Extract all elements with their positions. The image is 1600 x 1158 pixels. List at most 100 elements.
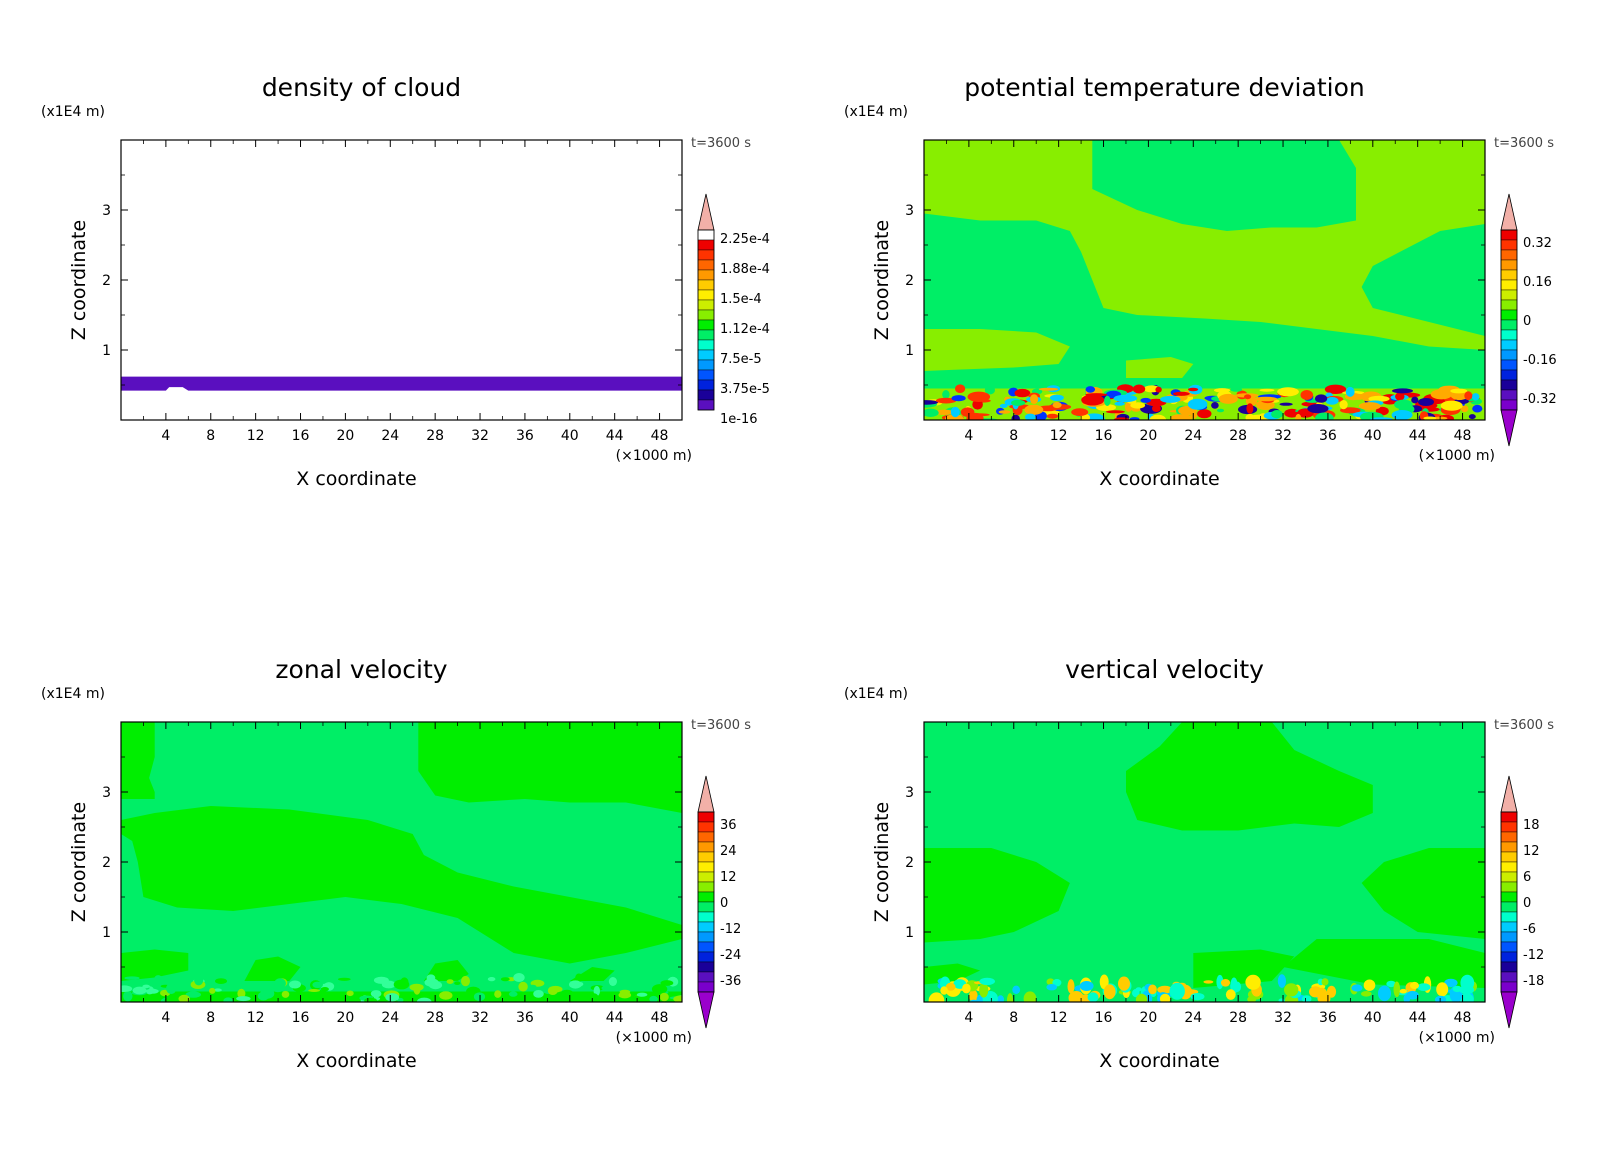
turbulence-cell xyxy=(575,973,583,982)
time-label: t=3600 s xyxy=(691,718,751,733)
turbulence-cell xyxy=(997,995,1004,1002)
colorbar-label: 1.12e-4 xyxy=(720,322,770,337)
turbulence-cell xyxy=(1067,979,1075,994)
turbulence-cell xyxy=(1295,413,1302,420)
x-tick-label: 32 xyxy=(1274,1010,1292,1026)
x-tick-label: 20 xyxy=(1139,428,1157,444)
x-tick-label: 40 xyxy=(1364,428,1382,444)
chart-title: vertical velocity xyxy=(1065,655,1264,684)
x-tick-label: 12 xyxy=(1050,428,1068,444)
turbulence-cell xyxy=(588,993,599,1002)
turbulence-cell xyxy=(1169,982,1185,1000)
turbulence-cell xyxy=(649,995,658,1002)
colorbar-label: 3.75e-5 xyxy=(720,382,770,397)
turbulence-cell xyxy=(1046,978,1055,986)
colorbar-label: 0.32 xyxy=(1523,236,1552,251)
turbulence-cell xyxy=(967,391,991,402)
x-unit-label: (×1000 m) xyxy=(616,1030,692,1046)
turbulence-cell xyxy=(1358,402,1381,411)
x-tick-label: 32 xyxy=(471,1010,489,1026)
colorbar-band xyxy=(697,389,715,401)
turbulence-cell xyxy=(1436,982,1449,997)
y-tick-label: 1 xyxy=(905,343,914,359)
x-tick-label: 36 xyxy=(1319,1010,1337,1026)
x-tick-label: 8 xyxy=(206,1010,215,1026)
turbulence-cell xyxy=(1114,401,1125,406)
turbulence-cell xyxy=(121,985,133,992)
x-tick-label: 28 xyxy=(1229,1010,1247,1026)
x-tick-label: 40 xyxy=(561,1010,579,1026)
x-tick-label: 28 xyxy=(426,1010,444,1026)
x-tick-label: 44 xyxy=(1409,1010,1427,1026)
turbulence-cell xyxy=(274,978,286,989)
contour-region-1 xyxy=(924,140,1485,350)
turbulence-cell xyxy=(1046,984,1057,991)
x-tick-label: 8 xyxy=(1009,1010,1018,1026)
turbulence-cell xyxy=(1450,388,1468,394)
turbulence-cell xyxy=(518,981,528,992)
colorbar-band xyxy=(1500,831,1518,843)
turbulence-cell xyxy=(1418,398,1434,406)
y-tick-label: 2 xyxy=(102,855,111,871)
turbulence-cell xyxy=(1399,988,1407,994)
x-axis-label: X coordinate xyxy=(1099,1050,1219,1072)
turbulence-cell xyxy=(439,991,453,1000)
turbulence-cell xyxy=(194,974,204,986)
x-tick-label: 12 xyxy=(247,428,265,444)
turbulence-cell xyxy=(1079,981,1094,991)
colorbar-label: -12 xyxy=(1523,948,1544,963)
turbulence-cell xyxy=(1386,980,1396,988)
turbulence-cell xyxy=(1173,391,1190,396)
time-label: t=3600 s xyxy=(1494,718,1554,733)
colorbar-band xyxy=(1500,339,1518,351)
turbulence-cell xyxy=(1464,391,1473,401)
colorbar-label: 0.16 xyxy=(1523,275,1552,290)
colorbar: 2.25e-4 1.88e-4 1.5e-4 1.12e-4 7.5e-5 3.75e-5… xyxy=(697,193,770,427)
plot-area xyxy=(121,140,682,420)
turbulence-cell xyxy=(651,984,668,995)
turbulence-cell xyxy=(385,993,400,1002)
turbulence-cell xyxy=(1220,979,1231,987)
y-tick-label: 3 xyxy=(905,785,914,801)
turbulence-cell xyxy=(461,975,470,987)
turbulence-cell xyxy=(942,390,950,399)
turbulence-cell xyxy=(1188,387,1199,392)
turbulence-cell xyxy=(636,992,648,997)
colorbar-band xyxy=(697,359,715,371)
turbulence-cell xyxy=(924,400,939,405)
turbulence-cell xyxy=(1368,395,1390,402)
colorbar-band xyxy=(697,309,715,321)
colorbar-band xyxy=(1500,329,1518,341)
turbulence-cell xyxy=(214,988,222,992)
colorbar-label: 0 xyxy=(720,896,728,911)
colorbar-band xyxy=(1500,891,1518,903)
turbulence-cell xyxy=(473,992,486,1001)
colorbar-label: 1.88e-4 xyxy=(720,262,770,277)
turbulence-cell xyxy=(1068,991,1084,1002)
turbulence-cell xyxy=(132,986,147,995)
contour-region-2 xyxy=(924,848,1070,943)
colorbar-bottom-triangle xyxy=(1500,991,1518,1029)
contour-region-3 xyxy=(121,806,682,964)
x-tick-label: 36 xyxy=(1319,428,1337,444)
turbulence-cell xyxy=(1152,404,1161,412)
turbulence-cell xyxy=(999,403,1008,408)
contour-region-3 xyxy=(1126,357,1194,378)
turbulence-cell xyxy=(1435,995,1447,1002)
colorbar-band xyxy=(1500,359,1518,371)
turbulence-cell xyxy=(1155,386,1162,393)
turbulence-cell xyxy=(123,990,133,1002)
colorbar-label: 1e-16 xyxy=(720,412,758,427)
contour-field xyxy=(924,722,1485,1002)
turbulence-cell xyxy=(998,410,1011,414)
turbulence-cell xyxy=(1277,387,1299,397)
turbulence-cell xyxy=(164,996,179,1002)
turbulence-cell xyxy=(1218,393,1238,404)
y-unit-label: (x1E4 m) xyxy=(844,104,908,120)
colorbar-band xyxy=(1500,289,1518,301)
colorbar-band xyxy=(697,941,715,953)
x-tick-label: 44 xyxy=(606,428,624,444)
colorbar-label: 12 xyxy=(1523,844,1540,859)
colorbar-band xyxy=(1500,951,1518,963)
